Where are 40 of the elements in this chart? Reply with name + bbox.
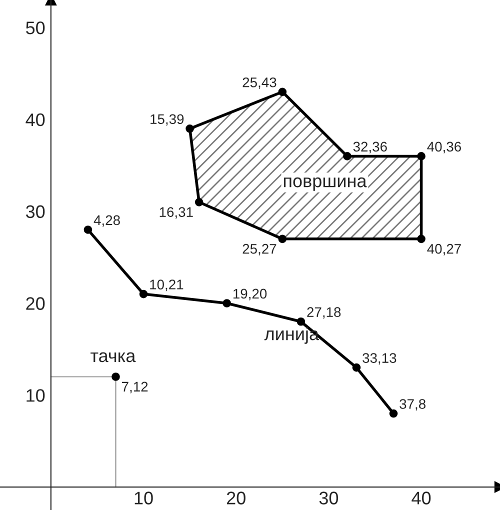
x-tick-label: 40: [412, 492, 431, 504]
y-tick-label: 20: [26, 297, 45, 310]
annotation: 7,12: [122, 382, 148, 394]
series-label: површина: [284, 177, 367, 191]
point: [222, 299, 232, 308]
annotation: 40,36: [427, 142, 461, 154]
point: [278, 234, 287, 244]
point: [417, 234, 426, 244]
annotation: 33,13: [362, 353, 396, 365]
annotation: 37,8: [400, 399, 426, 411]
y-tick-label: 10: [26, 389, 45, 402]
y-tick-label: 30: [26, 205, 45, 218]
point: [84, 226, 92, 234]
point: [389, 409, 398, 418]
point: [112, 372, 120, 381]
annotation: 25,27: [242, 244, 276, 256]
point: [343, 152, 352, 160]
point: [278, 88, 287, 96]
x-tick-label: 30: [319, 492, 338, 504]
x-tick-label: 10: [134, 492, 153, 504]
point: [417, 152, 426, 160]
annotation: 4,28: [94, 215, 120, 227]
y-tick-label: 40: [26, 113, 45, 126]
series-label: линија: [264, 326, 320, 344]
point: [194, 198, 204, 206]
annotation: 25,43: [242, 77, 276, 89]
point: [139, 290, 148, 298]
x-tick-label: 20: [226, 492, 246, 504]
annotation: 27,18: [307, 307, 341, 319]
y-tick-label: 50: [26, 22, 45, 34]
annotation: 10,21: [150, 280, 184, 292]
series-label: тачка: [90, 352, 136, 362]
annotation: 32,36: [353, 142, 387, 154]
annotation: 15,39: [150, 114, 184, 126]
annotation: 19,20: [233, 288, 267, 300]
point: [186, 124, 194, 133]
point: [296, 317, 306, 326]
annotation: 40,27: [427, 244, 461, 256]
point: [352, 363, 361, 372]
annotation: 16,31: [160, 207, 193, 219]
